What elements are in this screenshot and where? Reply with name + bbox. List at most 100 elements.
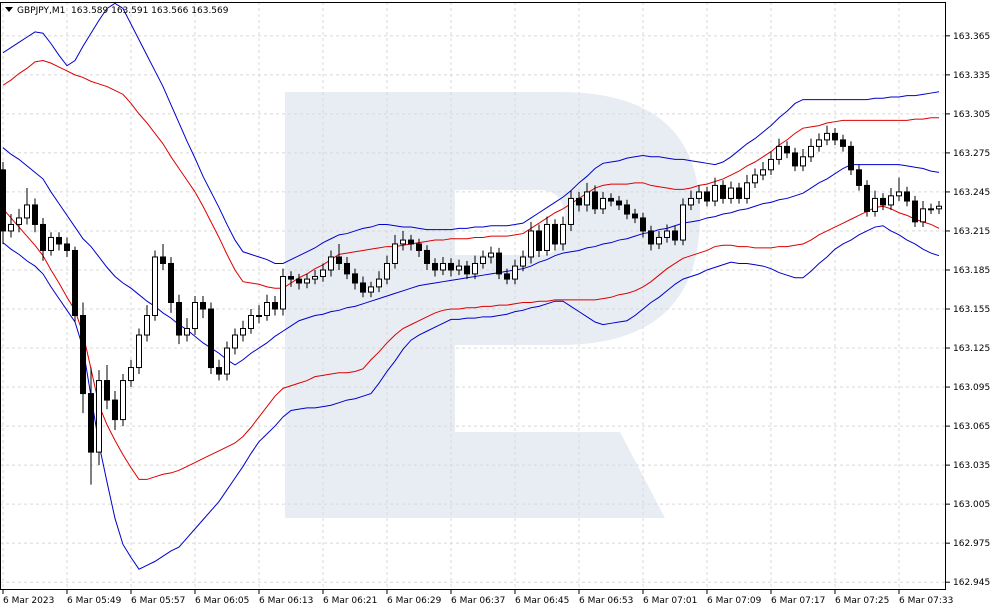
candle-body — [24, 204, 30, 219]
candle-body — [168, 262, 174, 304]
candle-body — [472, 262, 478, 275]
candle-body — [224, 347, 230, 375]
candle-body — [648, 230, 654, 245]
candle-body — [32, 204, 38, 225]
candle-body — [752, 174, 758, 184]
x-tick-label: 6 Mar 07:17 — [771, 596, 825, 606]
candle-body — [712, 184, 718, 202]
candle-body — [424, 249, 430, 264]
y-tick-label: 163.245 — [953, 188, 990, 198]
candle-body — [600, 197, 606, 210]
candle-body — [8, 223, 14, 232]
candle-body — [56, 236, 62, 245]
candles — [0, 125, 942, 485]
candle-body — [296, 278, 302, 284]
candle-body — [776, 145, 782, 160]
candle-body — [88, 393, 94, 453]
candle-body — [40, 223, 46, 251]
candle-body — [744, 182, 750, 199]
candle-body — [792, 152, 798, 167]
candle-body — [784, 145, 790, 154]
candle-body — [552, 223, 558, 245]
candle-body — [672, 230, 678, 241]
candle-body — [376, 278, 382, 288]
candle-body — [120, 380, 126, 421]
candle-body — [208, 308, 214, 369]
candle-body — [488, 252, 494, 258]
candle-body — [808, 145, 814, 158]
x-tick-label: 6 Mar 07:25 — [835, 596, 889, 606]
candle-body — [872, 197, 878, 212]
candle-body — [728, 187, 734, 199]
candle-body — [344, 262, 350, 275]
candle-body — [512, 265, 518, 280]
candle-body — [704, 191, 710, 202]
candle-body — [760, 169, 766, 176]
candle-body — [280, 275, 286, 310]
candle-body — [192, 302, 198, 330]
candle-body — [320, 269, 326, 277]
candle-body — [888, 195, 894, 206]
x-tick-label: 6 Mar 07:09 — [707, 596, 762, 606]
candle-body — [584, 191, 590, 206]
candle-body — [232, 334, 238, 349]
band-line — [2, 60, 939, 289]
candle-body — [928, 208, 934, 211]
candle-body — [768, 158, 774, 171]
candle-body — [688, 197, 694, 206]
candle-body — [360, 282, 366, 293]
candle-body — [400, 239, 406, 245]
candle-body — [304, 278, 310, 284]
candle-body — [288, 275, 294, 280]
candle-body — [448, 262, 454, 271]
x-tick-label: 6 Mar 06:05 — [195, 596, 249, 606]
candle-body — [256, 315, 262, 318]
candle-body — [16, 217, 22, 225]
candle-body — [696, 191, 702, 199]
candle-body — [832, 132, 838, 141]
x-tick-label: 6 Mar 06:45 — [515, 596, 569, 606]
candle-body — [368, 286, 374, 293]
candle-body — [64, 243, 70, 251]
candle-body — [312, 275, 318, 280]
x-tick-label: 6 Mar 06:13 — [259, 596, 313, 606]
candle-body — [912, 200, 918, 223]
candle-body — [328, 256, 334, 271]
candle-body — [528, 230, 534, 258]
candle-body — [608, 197, 614, 202]
candle-body — [48, 236, 54, 251]
candle-body — [416, 243, 422, 251]
candle-body — [736, 187, 742, 199]
candle-body — [904, 191, 910, 202]
candle-body — [480, 256, 486, 264]
candle-body — [680, 204, 686, 241]
y-tick-label: 163.155 — [953, 305, 990, 315]
dropdown-icon[interactable] — [5, 7, 13, 12]
y-tick-label: 162.945 — [953, 578, 990, 588]
x-tick-label: 6 Mar 07:33 — [899, 596, 953, 606]
candle-body — [96, 380, 102, 453]
candle-body — [544, 223, 550, 251]
x-tick-label: 6 Mar 05:57 — [131, 596, 185, 606]
y-tick-label: 163.065 — [953, 422, 990, 432]
candle-body — [504, 273, 510, 280]
candle-body — [0, 169, 6, 232]
candle-body — [80, 315, 86, 395]
candle-body — [160, 256, 166, 264]
candle-body — [624, 204, 630, 215]
candle-body — [800, 156, 806, 167]
y-tick-label: 163.365 — [953, 32, 990, 42]
band-line — [2, 205, 940, 480]
candle-body — [112, 399, 118, 421]
candle-body — [384, 262, 390, 280]
candle-body — [240, 328, 246, 336]
candle-body — [896, 191, 902, 197]
candle-body — [352, 273, 358, 284]
candle-body — [408, 239, 414, 245]
candle-body — [536, 230, 542, 251]
y-tick-label: 163.185 — [953, 266, 990, 276]
axes: 163.365 163.335 163.305 163.275 163.245 163.2… — [2, 32, 990, 606]
candle-body — [456, 265, 462, 271]
candle-body — [496, 252, 502, 275]
